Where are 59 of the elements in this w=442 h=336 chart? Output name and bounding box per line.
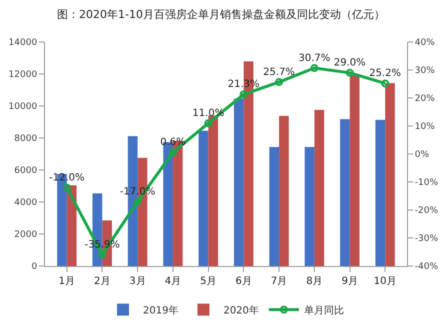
bar xyxy=(375,120,386,266)
point xyxy=(310,64,318,72)
y2-tick-label: 10% xyxy=(414,122,436,132)
x-tick-label: 10月 xyxy=(374,276,397,287)
data-label: 25.7% xyxy=(263,66,295,78)
point xyxy=(275,78,284,86)
x-tick-label: 9月 xyxy=(342,276,358,287)
point xyxy=(240,90,248,98)
chart-title: 图：2020年1-10月百强房企单月销售操盘金额及同比变动（亿元） xyxy=(57,8,385,21)
point xyxy=(134,198,142,206)
y-tick-label: 2000 xyxy=(14,230,38,240)
bar xyxy=(304,146,314,266)
y2-tick-label: 0% xyxy=(414,150,430,160)
y2-tick-label: -20% xyxy=(414,206,438,216)
x-tick-label: 3月 xyxy=(129,276,146,287)
bar xyxy=(234,98,244,266)
point xyxy=(204,119,212,128)
y-tick-label: 4000 xyxy=(14,198,38,208)
data-label: 0.6% xyxy=(160,137,186,148)
bar xyxy=(385,83,395,266)
y2-tick-label: -10% xyxy=(414,178,438,188)
data-label: 25.2% xyxy=(369,68,402,80)
data-label: -17.0% xyxy=(120,186,156,198)
point xyxy=(168,148,177,156)
y-tick-label: 0 xyxy=(31,262,38,272)
bar xyxy=(314,110,324,266)
bar xyxy=(208,115,218,266)
bar xyxy=(269,146,280,266)
bar xyxy=(340,119,350,266)
legend-label: 2020年 xyxy=(223,304,259,317)
y2-tick-label: 20% xyxy=(414,94,436,104)
bar xyxy=(198,130,208,266)
data-label: -35.9% xyxy=(84,239,120,250)
y2-tick-label: -40% xyxy=(414,262,438,272)
bar xyxy=(279,116,289,266)
x-tick-label: 5月 xyxy=(200,276,217,287)
y-tick-label: 10000 xyxy=(8,102,38,112)
point xyxy=(381,79,390,88)
y-tick-label: 14000 xyxy=(8,38,38,48)
bar xyxy=(350,74,360,266)
x-tick-label: 6月 xyxy=(235,276,252,287)
data-label: 29.0% xyxy=(334,58,366,69)
y2-tick-label: 30% xyxy=(414,66,436,76)
y-tick-label: 8000 xyxy=(14,134,38,144)
x-tick-label: 8月 xyxy=(306,276,323,287)
y2-tick-label: -30% xyxy=(414,234,438,244)
y2-tick-label: 40% xyxy=(414,38,436,48)
x-tick-label: 1月 xyxy=(58,276,76,287)
point xyxy=(346,68,354,77)
legend-label: 单月同比 xyxy=(304,304,344,317)
x-tick-label: 7月 xyxy=(270,276,288,287)
y-tick-label: 12000 xyxy=(8,70,38,80)
point xyxy=(98,250,106,259)
y-tick-label: 6000 xyxy=(14,166,38,176)
x-tick-label: 4月 xyxy=(164,276,182,287)
point xyxy=(62,184,71,192)
data-label: 30.7% xyxy=(298,52,330,64)
x-tick-label: 2月 xyxy=(94,276,110,287)
legend-label: 2019年 xyxy=(143,304,178,317)
